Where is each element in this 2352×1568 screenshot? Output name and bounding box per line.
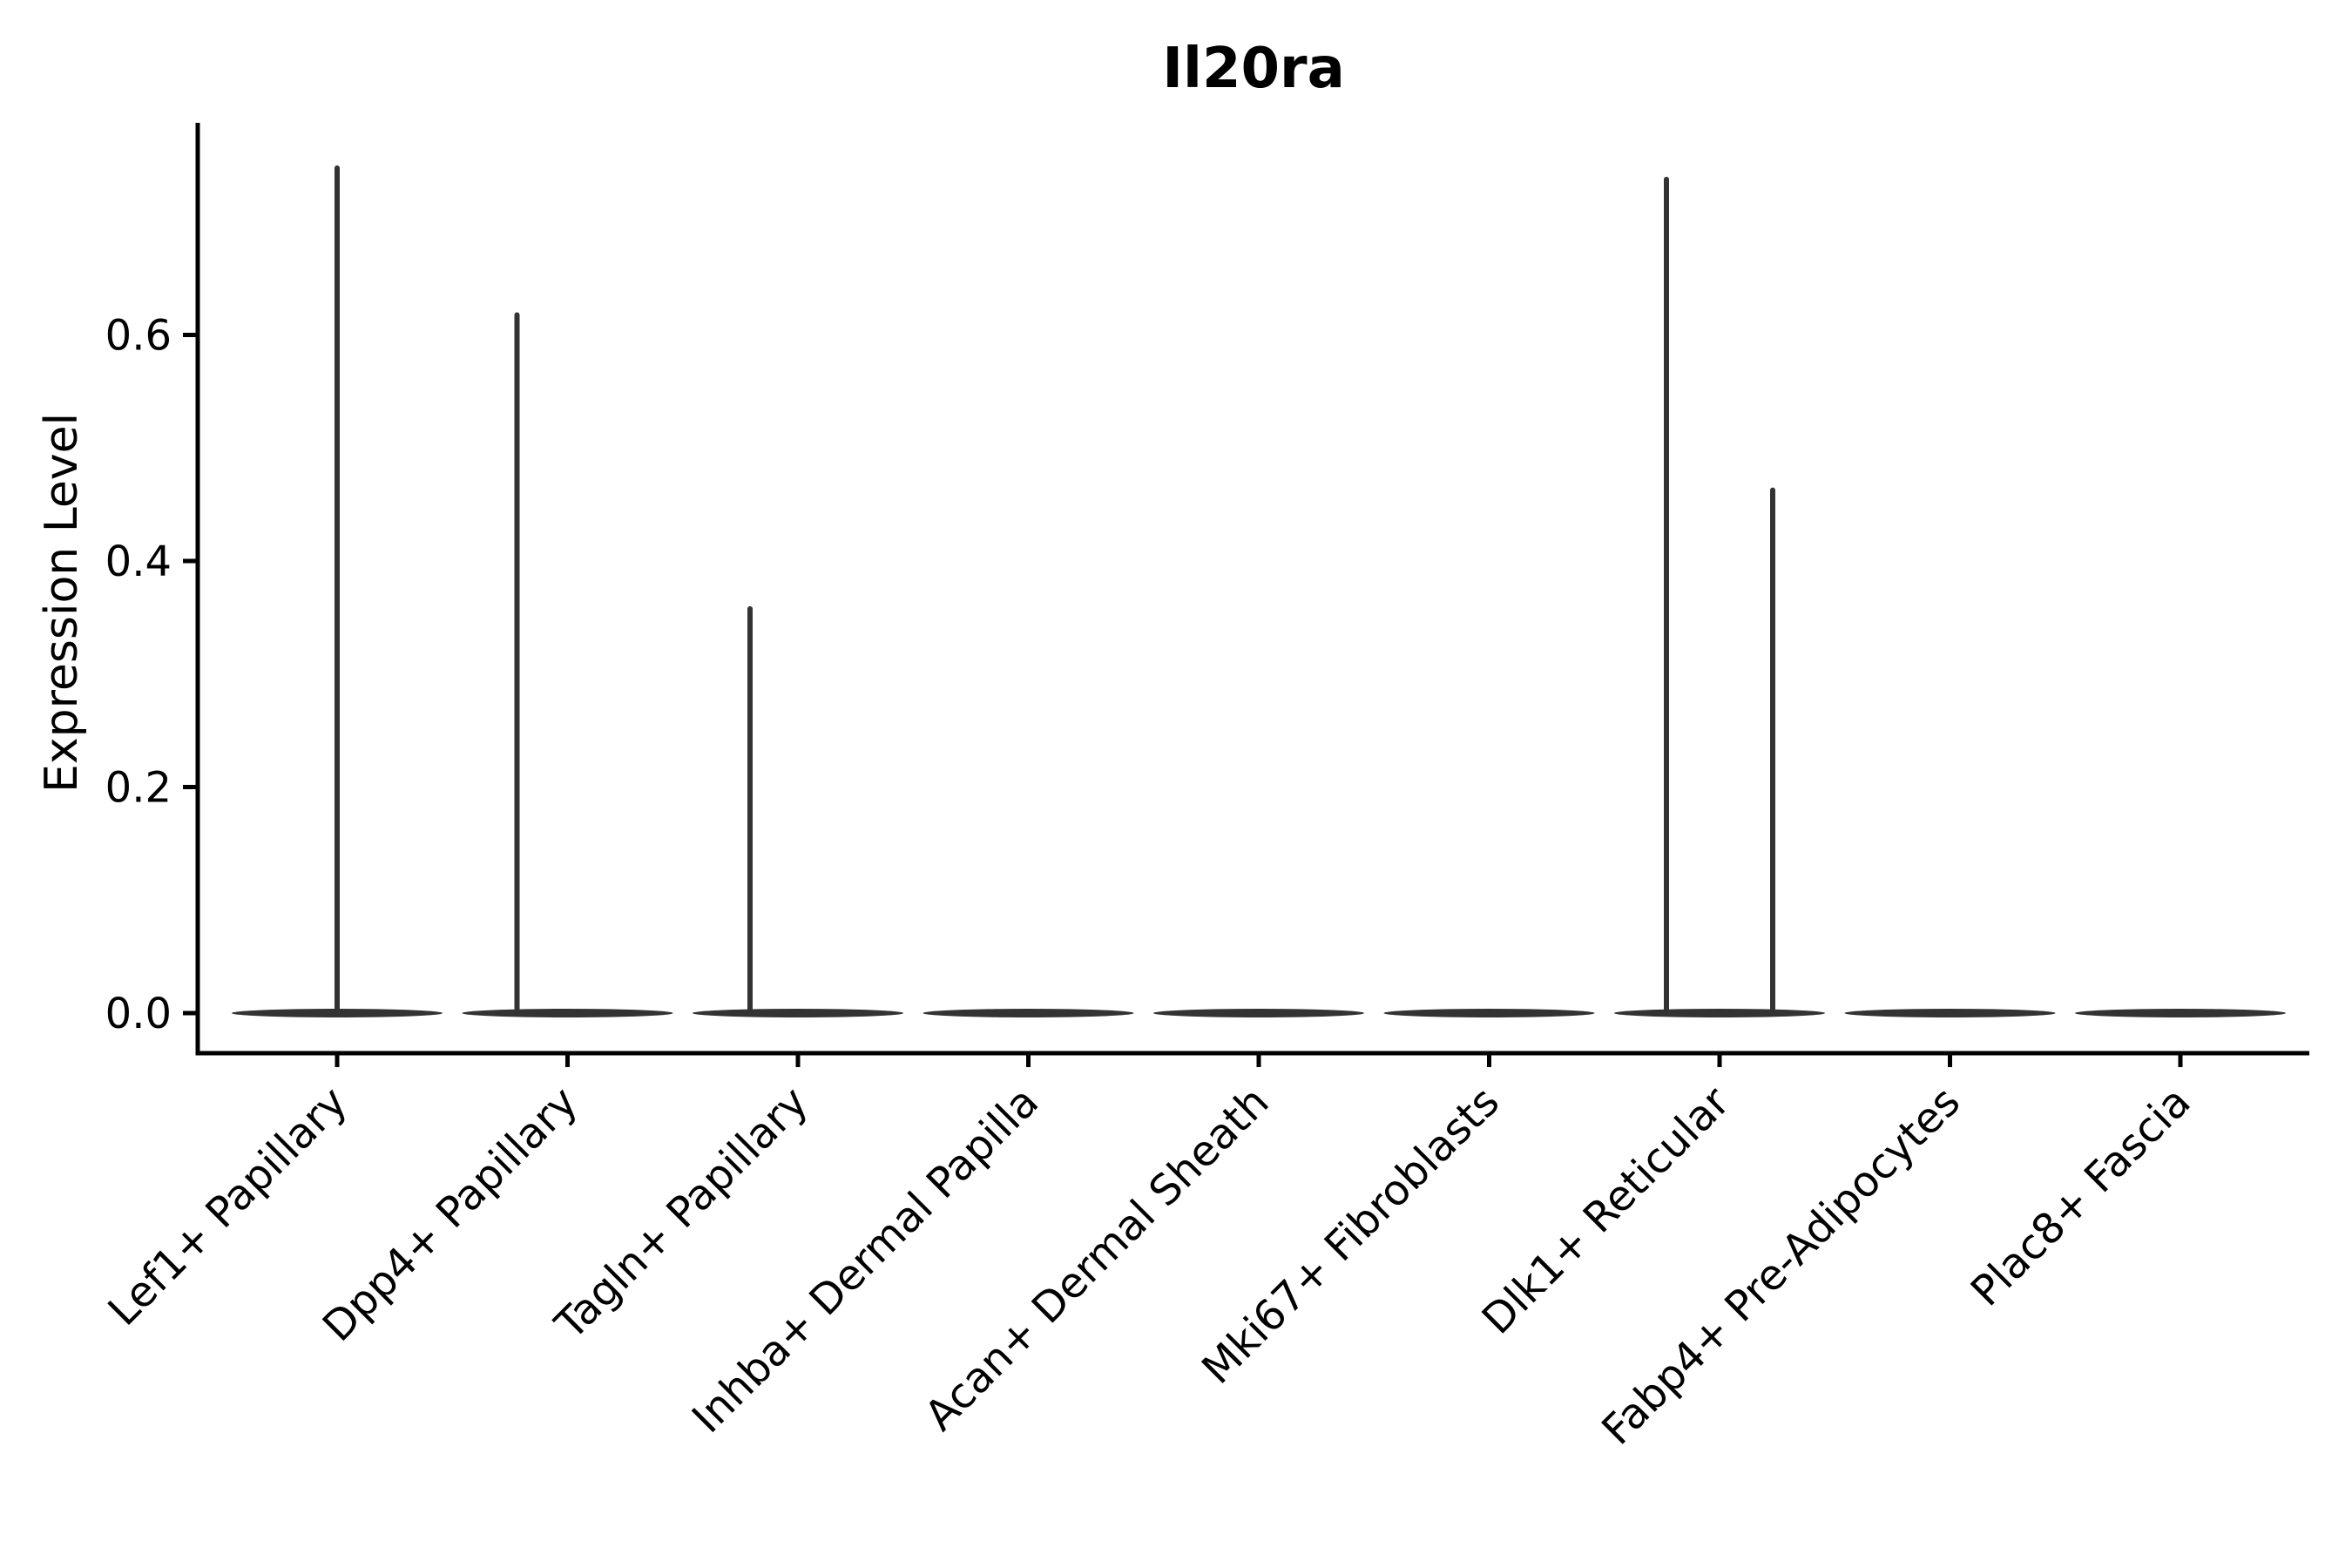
x-tick-label: Plac8+ Fascia [1962, 1078, 2200, 1316]
violin-body [1153, 1009, 1364, 1017]
x-tick-label: Tagln+ Papillary [545, 1078, 817, 1349]
violin-body [1844, 1009, 2056, 1017]
violin-spike [1770, 487, 1775, 1016]
y-tick-label: 0.0 [105, 990, 172, 1038]
x-tick-label: Dpp4+ Papillary [314, 1078, 587, 1351]
chart-title: Il20ra [1162, 37, 1345, 101]
violin-body [1383, 1009, 1595, 1017]
y-tick-label: 0.2 [105, 764, 172, 813]
violin-spike [747, 605, 753, 1016]
violin-body [1614, 1009, 1825, 1017]
violin-body [2075, 1009, 2286, 1017]
violin-body [923, 1009, 1134, 1017]
y-axis-label: Expression Level [36, 413, 88, 793]
violin-spike [335, 165, 340, 1016]
violin-body [693, 1009, 903, 1017]
violins-layer [232, 165, 2286, 1017]
y-tick-label: 0.4 [105, 537, 172, 586]
x-tick-label: Dlk1+ Reticular [1473, 1078, 1740, 1344]
violin-body [462, 1009, 673, 1017]
violin-spike [514, 312, 520, 1016]
y-tick-label: 0.6 [105, 312, 172, 361]
x-tick-label: Lef1+ Papillary [99, 1078, 357, 1335]
violin-spike [1664, 176, 1669, 1017]
